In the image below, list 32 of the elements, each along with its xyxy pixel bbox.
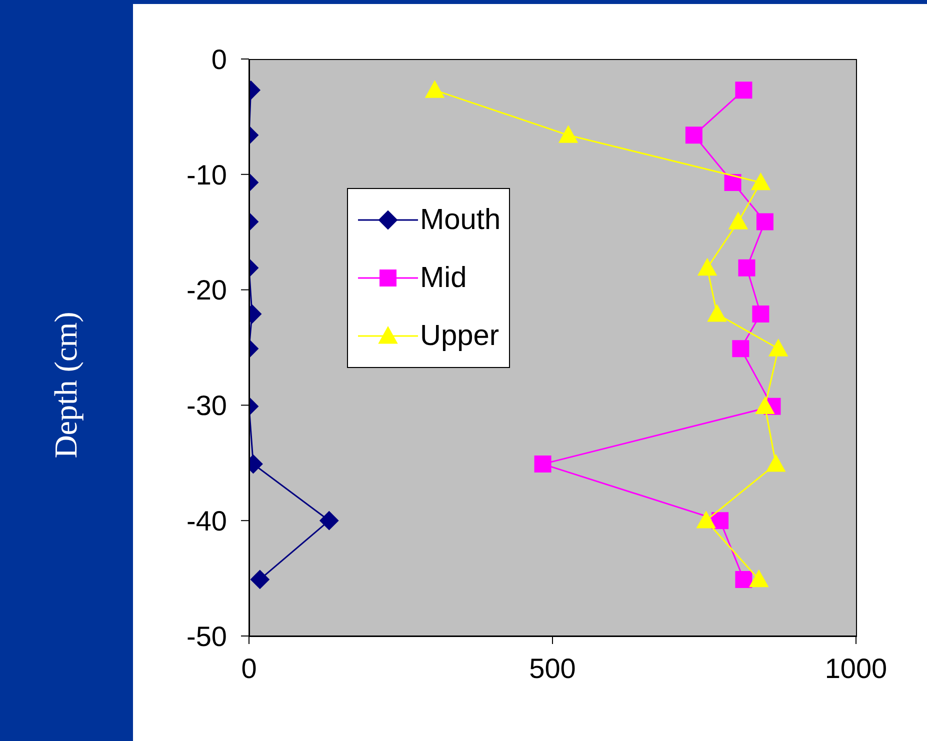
legend-label: Mid [420,262,467,294]
point [696,511,716,528]
point [735,570,752,588]
legend-label: Mouth [420,204,501,236]
y-tick-label: -20 [186,274,227,306]
point [751,172,770,190]
point [728,212,748,230]
point [712,512,729,530]
point [768,339,788,356]
point [752,306,770,323]
x-tick-label: 0 [241,652,257,684]
point [698,258,717,276]
point [732,340,750,358]
point [756,213,774,230]
y-axis-title: Depth (cm) [48,312,84,458]
y-tick-label: -40 [186,506,227,537]
y-tick-label: -50 [186,620,227,652]
point [735,82,752,99]
y-tick-label: -10 [186,159,227,190]
y-tick-label: -30 [186,390,227,422]
point [685,126,702,144]
legend-label: Upper [420,320,499,352]
x-tick-label: 500 [529,652,576,684]
point [558,126,578,143]
point [738,259,756,276]
point [749,570,768,588]
point [766,454,786,472]
point [707,304,726,322]
point [724,174,742,191]
x-tick-label: 1000 [824,652,888,684]
point [755,396,774,414]
y-tick-label: 0 [211,44,227,75]
